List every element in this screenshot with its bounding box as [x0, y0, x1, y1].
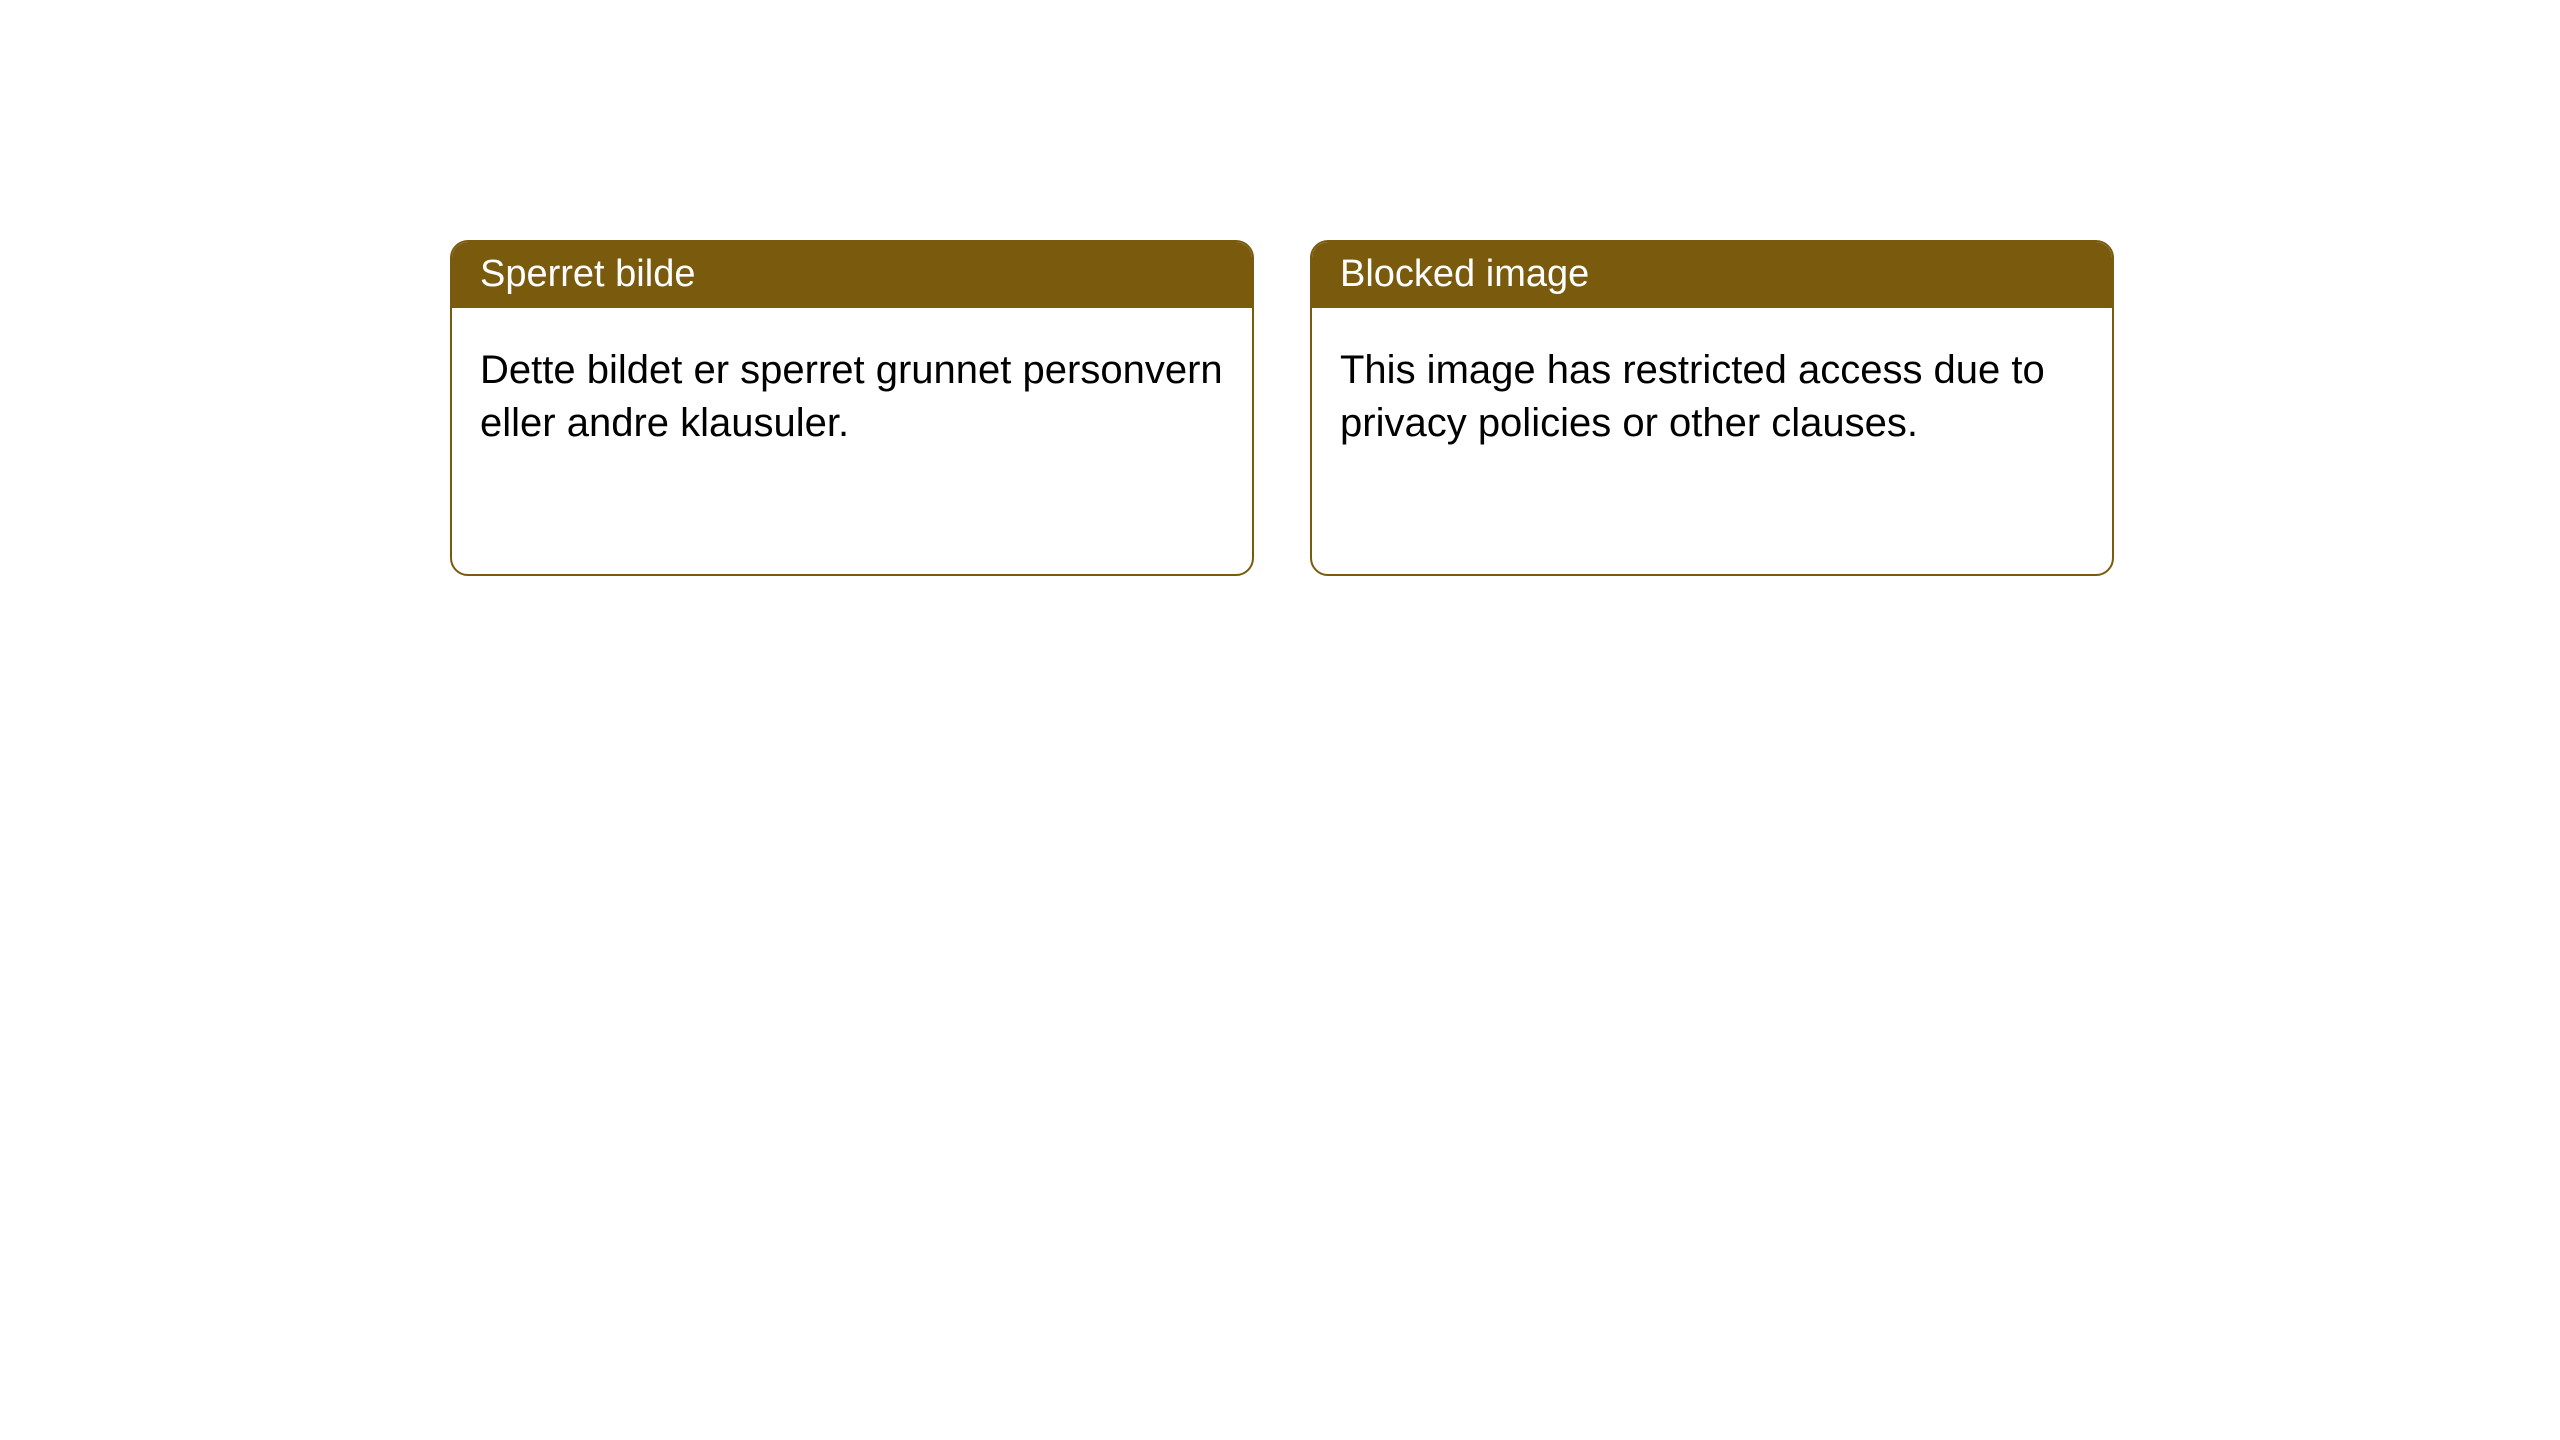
- card-title: Sperret bilde: [452, 242, 1252, 308]
- notice-cards-container: Sperret bilde Dette bildet er sperret gr…: [450, 240, 2114, 576]
- card-body-text: This image has restricted access due to …: [1312, 308, 2112, 487]
- card-body-text: Dette bildet er sperret grunnet personve…: [452, 308, 1252, 487]
- card-title: Blocked image: [1312, 242, 2112, 308]
- notice-card-english: Blocked image This image has restricted …: [1310, 240, 2114, 576]
- notice-card-norwegian: Sperret bilde Dette bildet er sperret gr…: [450, 240, 1254, 576]
